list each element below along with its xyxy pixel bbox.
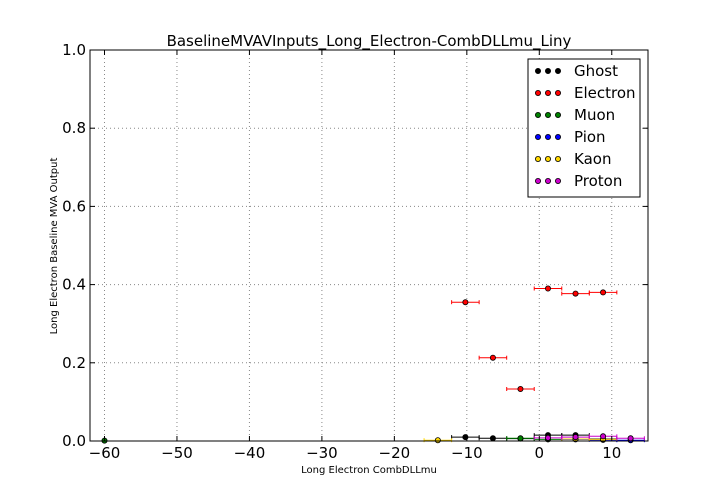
legend-marker-muon <box>535 112 542 119</box>
y-tick-label: 0.6 <box>62 197 86 215</box>
kaon-point <box>434 437 441 444</box>
legend-label-ghost: Ghost <box>574 62 618 80</box>
electron-point <box>572 290 579 297</box>
axis-ticks: −60 −50 −40 −30 −20 −10 0 10 0.0 0.2 0.4 0.6 0.8 1.0 <box>62 41 648 462</box>
legend-marker-kaon <box>535 155 542 162</box>
x-tick-label: −30 <box>306 444 338 462</box>
legend-marker-proton <box>545 177 552 184</box>
ghost-point <box>489 435 496 442</box>
y-tick-label: 1.0 <box>62 41 86 59</box>
legend-item-ghost: Ghost <box>535 62 618 80</box>
electron-point <box>462 299 469 306</box>
x-tick-label: −60 <box>89 444 121 462</box>
proton-point <box>544 434 551 441</box>
legend-box <box>527 58 641 198</box>
legend-marker-electron <box>545 90 552 97</box>
legend-marker-kaon <box>555 155 562 162</box>
y-axis-label: Long Electron Baseline MVA Output <box>49 158 60 335</box>
legend-item-kaon: Kaon <box>535 150 611 168</box>
chart-title: BaselineMVAVInputs_Long_Electron-CombDLL… <box>167 32 572 51</box>
legend-label-electron: Electron <box>574 84 636 102</box>
legend-marker-kaon <box>545 155 552 162</box>
legend-marker-pion <box>545 133 552 140</box>
y-tick-label: 0.2 <box>62 354 86 372</box>
x-tick-label: 0 <box>535 444 545 462</box>
legend-marker-electron <box>555 90 562 97</box>
legend-marker-muon <box>545 112 552 119</box>
x-tick-label: −10 <box>451 444 483 462</box>
electron-point <box>544 285 551 292</box>
y-tick-label: 0.4 <box>62 276 86 294</box>
electron-point <box>489 354 496 361</box>
legend-label-proton: Proton <box>574 172 622 190</box>
legend-item-pion: Pion <box>535 128 606 146</box>
legend-marker-pion <box>535 133 542 140</box>
legend-label-muon: Muon <box>574 106 615 124</box>
x-tick-label: −20 <box>379 444 411 462</box>
legend-marker-ghost <box>555 68 562 75</box>
legend-marker-ghost <box>545 68 552 75</box>
legend-item-proton: Proton <box>535 172 622 190</box>
x-tick-label: 10 <box>602 444 621 462</box>
proton-point <box>600 433 607 440</box>
y-tick-label: 0.8 <box>62 119 86 137</box>
x-tick-label: −40 <box>234 444 266 462</box>
legend-label-pion: Pion <box>574 128 606 146</box>
legend-item-electron: Electron <box>535 84 636 102</box>
electron-point <box>600 289 607 296</box>
legend-marker-pion <box>555 133 562 140</box>
y-tick-label: 0.0 <box>62 432 86 450</box>
legend-marker-electron <box>535 90 542 97</box>
legend-marker-proton <box>555 177 562 184</box>
proton-point <box>572 434 579 441</box>
legend-label-kaon: Kaon <box>574 150 611 168</box>
legend: Ghost Electron Muon Pion Kaon Proton <box>527 58 641 198</box>
x-tick-label: −50 <box>161 444 193 462</box>
series-proton <box>533 433 645 442</box>
x-axis-label: Long Electron CombDLLmu <box>301 465 437 476</box>
legend-marker-muon <box>555 112 562 119</box>
muon-point <box>517 435 524 442</box>
series-electron <box>451 285 618 392</box>
legend-marker-proton <box>535 177 542 184</box>
legend-marker-ghost <box>535 68 542 75</box>
legend-item-muon: Muon <box>535 106 615 124</box>
proton-point <box>627 435 634 442</box>
plot-area-frame <box>89 49 649 442</box>
electron-point <box>517 385 524 392</box>
